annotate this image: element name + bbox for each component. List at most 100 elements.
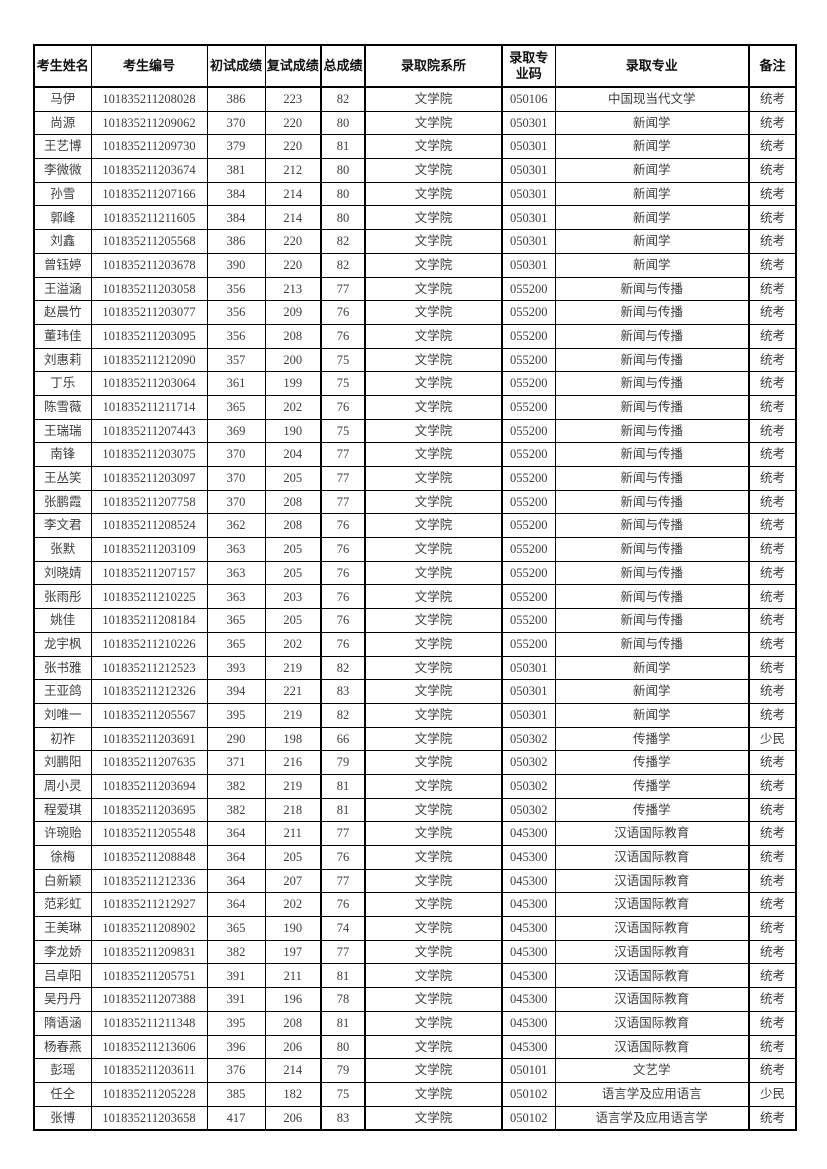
cell-major_code: 050301: [501, 134, 556, 160]
cell-initial_score: 365: [206, 916, 266, 941]
cell-candidate_no: 101835211203097: [90, 466, 208, 491]
table-row: 吕卓阳 101835211205751 391 211 81 文学院 045300 汉语国际教…: [33, 963, 797, 989]
cell-note: 统考: [748, 773, 797, 799]
cell-name: 陈雪薇: [33, 394, 92, 420]
table-row: 初祚 101835211203691 290 198 66 文学院 050302 传播学 少民: [33, 726, 797, 752]
cell-candidate_no: 101835211210225: [90, 584, 208, 610]
cell-note: 少民: [748, 1081, 797, 1107]
cell-candidate_no: 101835211207166: [90, 181, 208, 207]
cell-retest_score: 209: [264, 300, 322, 325]
cell-retest_score: 203: [264, 584, 322, 610]
cell-retest_score: 205: [264, 466, 322, 491]
cell-total_score: 81: [320, 963, 366, 989]
cell-candidate_no: 101835211208184: [90, 608, 208, 633]
cell-retest_score: 197: [264, 939, 322, 965]
cell-major: 新闻学: [554, 229, 750, 254]
cell-major_code: 050301: [501, 205, 556, 231]
cell-name: 王美琳: [33, 916, 92, 941]
cell-major: 传播学: [554, 750, 750, 775]
cell-major: 新闻与传播: [554, 276, 750, 302]
cell-candidate_no: 101835211205548: [90, 821, 208, 846]
cell-candidate_no: 101835211205228: [90, 1081, 208, 1107]
cell-note: 统考: [748, 300, 797, 325]
cell-major: 新闻学: [554, 181, 750, 207]
cell-retest_score: 211: [264, 963, 322, 989]
cell-department: 文学院: [364, 205, 503, 231]
cell-initial_score: 365: [206, 631, 266, 657]
cell-note: 统考: [748, 158, 797, 183]
cell-note: 统考: [748, 750, 797, 775]
cell-total_score: 80: [320, 1034, 366, 1060]
cell-name: 丁乐: [33, 371, 92, 396]
cell-major: 新闻与传播: [554, 418, 750, 444]
cell-major_code: 050302: [501, 750, 556, 775]
cell-major_code: 050301: [501, 158, 556, 183]
table-row: 孙雪 101835211207166 384 214 80 文学院 050301 新闻学 统考: [33, 181, 797, 207]
cell-retest_score: 223: [264, 86, 322, 112]
cell-name: 李龙娇: [33, 939, 92, 965]
table-row: 许琬贻 101835211205548 364 211 77 文学院 045300 汉语国际教…: [33, 821, 797, 846]
table-row: 刘晓婧 101835211207157 363 205 76 文学院 055200 新闻与传播…: [33, 560, 797, 586]
cell-department: 文学院: [364, 797, 503, 823]
header-department: 录取院系所: [364, 44, 503, 88]
cell-note: 统考: [748, 134, 797, 160]
table-row: 张默 101835211203109 363 205 76 文学院 055200 新闻与传播统…: [33, 537, 797, 562]
cell-initial_score: 369: [206, 418, 266, 444]
cell-total_score: 76: [320, 537, 366, 562]
cell-total_score: 79: [320, 750, 366, 775]
cell-note: 统考: [748, 323, 797, 349]
cell-candidate_no: 101835211208028: [90, 86, 208, 112]
table-row: 周小灵 101835211203694 382 219 81 文学院 050302 传播学 统考: [33, 773, 797, 799]
table-row: 刘鹏阳 101835211207635 371 216 79 文学院 050302 传播学 统考: [33, 750, 797, 775]
cell-total_score: 78: [320, 987, 366, 1012]
cell-total_score: 81: [320, 773, 366, 799]
table-row: 张雨彤 101835211210225 363 203 76 文学院 055200 新闻与传播…: [33, 584, 797, 610]
cell-major: 新闻与传播: [554, 394, 750, 420]
cell-note: 统考: [748, 963, 797, 989]
cell-candidate_no: 101835211209730: [90, 134, 208, 160]
cell-name: 白新颖: [33, 868, 92, 894]
cell-department: 文学院: [364, 1105, 503, 1131]
cell-retest_score: 208: [264, 1010, 322, 1036]
cell-initial_score: 363: [206, 537, 266, 562]
cell-initial_score: 376: [206, 1058, 266, 1083]
cell-name: 姚佳: [33, 608, 92, 633]
cell-name: 许琬贻: [33, 821, 92, 846]
cell-department: 文学院: [364, 963, 503, 989]
cell-retest_score: 190: [264, 418, 322, 444]
cell-major: 新闻学: [554, 702, 750, 728]
cell-major: 汉语国际教育: [554, 939, 750, 965]
cell-initial_score: 364: [206, 845, 266, 870]
table-row: 龙宇枫 101835211210226 365 202 76 文学院 055200 新闻与传播…: [33, 631, 797, 657]
cell-major: 文艺学: [554, 1058, 750, 1083]
cell-retest_score: 204: [264, 442, 322, 467]
cell-major_code: 050301: [501, 679, 556, 704]
cell-total_score: 83: [320, 1105, 366, 1131]
cell-department: 文学院: [364, 845, 503, 870]
cell-major: 新闻与传播: [554, 584, 750, 610]
cell-initial_score: 382: [206, 939, 266, 965]
cell-major: 新闻学: [554, 679, 750, 704]
admission-results-table: 考生姓名 考生编号 初试成绩 复试成绩 总成绩 录取院系所 录取专业码 录取专业…: [33, 44, 797, 1132]
table-row: 刘唯一 101835211205567 395 219 82 文学院 050301 新闻学 统考: [33, 702, 797, 728]
cell-note: 统考: [748, 347, 797, 373]
cell-total_score: 81: [320, 1010, 366, 1036]
cell-name: 龙宇枫: [33, 631, 92, 657]
header-candidate-no: 考生编号: [90, 44, 208, 88]
cell-department: 文学院: [364, 631, 503, 657]
cell-name: 董玮佳: [33, 323, 92, 349]
cell-total_score: 74: [320, 916, 366, 941]
cell-major_code: 050106: [501, 86, 556, 112]
cell-initial_score: 365: [206, 608, 266, 633]
cell-candidate_no: 101835211203075: [90, 442, 208, 467]
cell-department: 文学院: [364, 773, 503, 799]
cell-department: 文学院: [364, 1081, 503, 1107]
cell-department: 文学院: [364, 513, 503, 539]
table-row: 李龙娇 101835211209831 382 197 77 文学院 045300 汉语国际教…: [33, 939, 797, 965]
cell-major_code: 050102: [501, 1081, 556, 1107]
cell-major_code: 045300: [501, 845, 556, 870]
cell-department: 文学院: [364, 300, 503, 325]
cell-name: 周小灵: [33, 773, 92, 799]
cell-candidate_no: 101835211213606: [90, 1034, 208, 1060]
cell-note: 统考: [748, 229, 797, 254]
